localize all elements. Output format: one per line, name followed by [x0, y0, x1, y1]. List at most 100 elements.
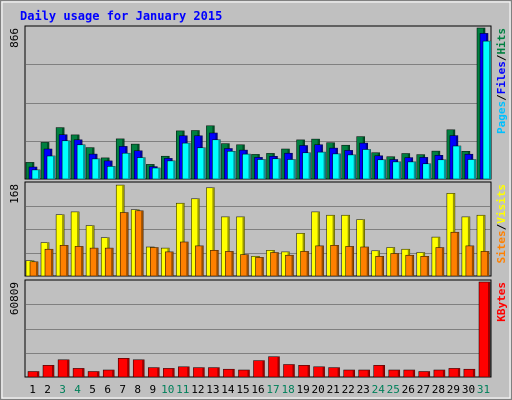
- bar-shadow: [291, 255, 294, 276]
- bar-shadow: [38, 169, 40, 179]
- x-axis-labels: 1 2 3 4 5 6 7 8 9 10 11 12 13 14 15 16 17 18 19 20 21 22 23 24 2…: [29, 383, 490, 396]
- bar-top-pages-day10: [167, 160, 176, 180]
- x-tick-label-15: 15: [236, 383, 249, 396]
- x-tick-label-11: 11: [176, 383, 189, 396]
- bar-top-pages-day2: [46, 155, 56, 180]
- bar-shadow: [473, 159, 476, 179]
- bar-mid-sites-day3: [59, 245, 69, 277]
- bar-shadow: [212, 187, 215, 276]
- x-tick-label-27: 27: [417, 383, 430, 396]
- bar-shadow: [126, 212, 129, 276]
- bar-shadow: [112, 370, 115, 377]
- bar-shadow: [471, 245, 474, 276]
- x-tick-label-22: 22: [342, 383, 355, 396]
- bar-shadow: [277, 356, 280, 377]
- x-tick-label-16: 16: [251, 383, 264, 396]
- legend-top: Pages/Files/Hits: [495, 28, 508, 134]
- bar-bot-kbytes-day27: [418, 371, 431, 378]
- bar-mid-sites-day16: [255, 257, 264, 277]
- bar-shadow: [68, 140, 71, 179]
- bar-shadow: [77, 211, 80, 276]
- bar-top-pages-day24: [377, 159, 386, 180]
- bar-bot-kbytes-day15: [238, 369, 250, 378]
- bar-mid-sites-day15: [240, 254, 249, 277]
- bar-shadow: [66, 245, 69, 276]
- bar-top-pages-day30: [467, 159, 477, 180]
- x-tick-label-17: 17: [266, 383, 279, 396]
- bar-mid-sites-day25: [390, 253, 400, 277]
- bar-shadow: [113, 166, 116, 179]
- bar-shadow: [458, 146, 461, 179]
- bar-mid-sites-day29: [450, 231, 460, 277]
- bar-mid-sites-day8: [134, 210, 144, 277]
- bar-shadow: [156, 247, 159, 276]
- bar-shadow: [81, 246, 84, 276]
- bar-shadow: [203, 147, 206, 179]
- bar-shadow: [227, 216, 230, 276]
- bar-top-pages-day23: [362, 149, 371, 180]
- bar-mid-sites-day10: [165, 251, 174, 277]
- x-tick-label-19: 19: [296, 383, 309, 396]
- x-tick-label-20: 20: [311, 383, 324, 396]
- bar-top-pages-day28: [437, 159, 447, 180]
- bar-shadow: [231, 251, 234, 276]
- bar-shadow: [293, 159, 296, 179]
- bar-shadow: [322, 366, 325, 377]
- bar-shadow: [338, 153, 341, 179]
- bar-bot-kbytes-day23: [358, 369, 370, 378]
- bar-mid-sites-day27: [420, 256, 430, 277]
- bar-bot-kbytes-day30: [463, 368, 476, 378]
- x-tick-label-30: 30: [462, 383, 475, 396]
- bar-shadow: [292, 364, 295, 377]
- bar-shadow: [233, 151, 236, 179]
- bar-bot-kbytes-day26: [403, 369, 416, 378]
- legend-item-files: Files: [495, 61, 508, 94]
- panel-bot: 60809 KBytes: [8, 279, 508, 378]
- bar-shadow: [457, 368, 460, 377]
- bar-bot-kbytes-day16: [253, 360, 265, 378]
- bar-shadow: [97, 371, 100, 377]
- x-tick-label-29: 29: [447, 383, 460, 396]
- bar-top-pages-day18: [287, 159, 296, 180]
- x-tick-label-12: 12: [191, 383, 204, 396]
- bar-shadow: [396, 253, 399, 276]
- bar-shadow: [347, 215, 350, 276]
- bar-shadow: [216, 250, 219, 276]
- bar-shadow: [158, 168, 161, 179]
- bar-shadow: [382, 365, 385, 377]
- x-tick-label-26: 26: [402, 383, 415, 396]
- x-tick-label-21: 21: [327, 383, 340, 396]
- bar-mid-sites-day18: [285, 254, 294, 277]
- bar-shadow: [248, 154, 251, 179]
- bar-shadow: [428, 163, 431, 179]
- bar-mid-sites-day20: [315, 245, 324, 277]
- bar-shadow: [307, 365, 310, 377]
- bar-top-pages-day13: [212, 139, 221, 180]
- bar-shadow: [142, 359, 145, 377]
- bar-shadow: [308, 152, 311, 179]
- bar-shadow: [128, 153, 131, 179]
- bar-bot-kbytes-day31: [478, 281, 491, 378]
- bar-bot-kbytes-day25: [388, 369, 401, 378]
- bar-shadow: [381, 256, 384, 276]
- bar-shadow: [188, 143, 191, 179]
- bar-shadow: [187, 366, 190, 377]
- bar-top-pages-day7: [121, 152, 131, 180]
- bar-bot-kbytes-day22: [343, 369, 355, 378]
- bar-mid-sites-day5: [89, 247, 99, 277]
- x-tick-label-23: 23: [357, 383, 370, 396]
- bar-shadow: [489, 41, 491, 179]
- bar-shadow: [143, 157, 146, 179]
- bar-shadow: [247, 370, 250, 377]
- legend-separator: /: [495, 94, 508, 101]
- bar-shadow: [397, 370, 400, 377]
- bar-top-pages-day21: [332, 153, 341, 180]
- bar-top-pages-day17: [272, 158, 281, 180]
- bar-shadow: [242, 216, 245, 276]
- bar-shadow: [317, 211, 320, 276]
- bar-shadow: [172, 368, 175, 377]
- bar-mid-sites-day21: [330, 245, 339, 277]
- bar-shadow: [51, 249, 53, 276]
- bar-top-pages-day6: [106, 166, 116, 180]
- bar-shadow: [411, 255, 414, 276]
